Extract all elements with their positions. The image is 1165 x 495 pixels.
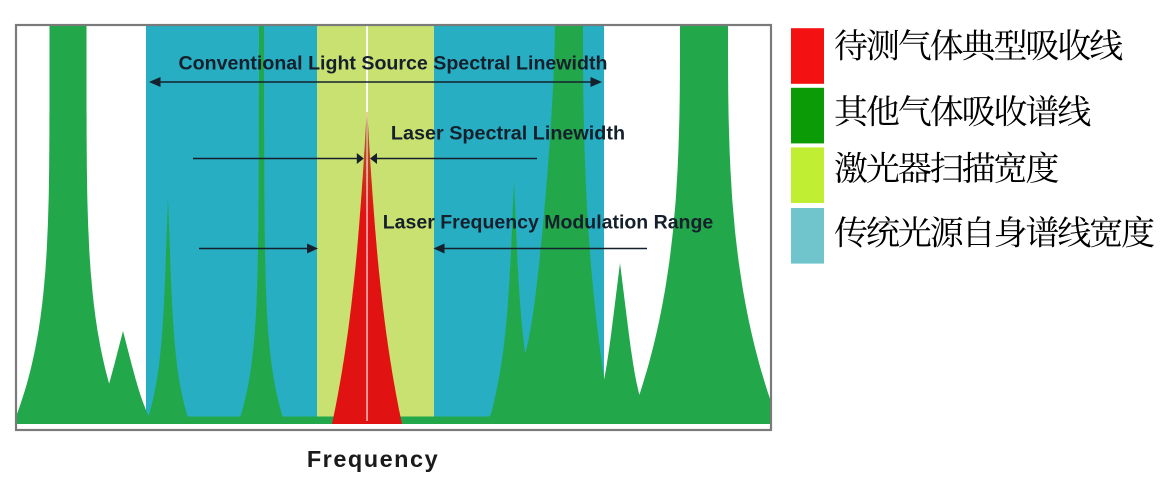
svg-text:Frequency: Frequency	[307, 446, 439, 472]
svg-text:Laser Spectral Linewidth: Laser Spectral Linewidth	[391, 123, 625, 145]
svg-text:Laser Frequency Modulation Ran: Laser Frequency Modulation Range	[383, 212, 714, 234]
svg-text:Conventional Light Source Spec: Conventional Light Source Spectral Linew…	[179, 53, 608, 75]
